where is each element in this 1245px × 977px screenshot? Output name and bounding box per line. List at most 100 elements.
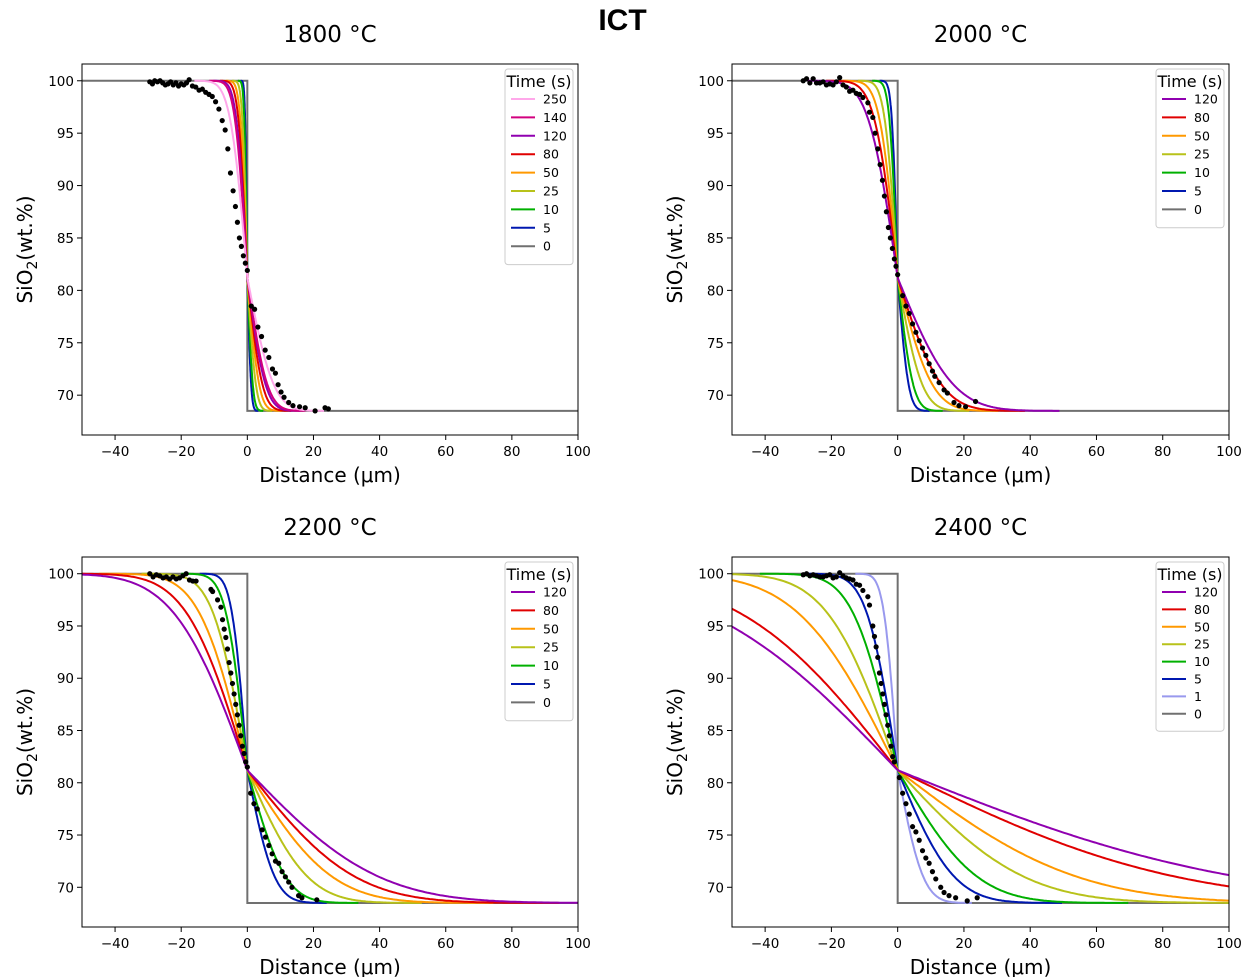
data-point [232,203,239,210]
x-tick-label: −40 [751,936,780,952]
chart-panel-4: 2400 °C−40 −20 0 20 40 60 80 100707580859095100… [663,515,1242,977]
data-point [221,626,227,632]
data-point [222,127,228,133]
data-point [244,764,250,770]
data-point [886,733,892,739]
x-tick-label: 60 [437,444,454,460]
data-point [147,571,153,577]
y-tick-label: 90 [707,671,724,687]
data-point [923,352,929,358]
y-tick-label: 80 [57,776,74,792]
legend-title: Time (s) [505,72,571,91]
y-tick-label: 80 [57,283,74,299]
data-point [282,874,288,880]
data-point [289,884,295,890]
data-point [900,790,906,796]
data-point [881,193,888,199]
legend-label: 80 [1194,110,1210,125]
x-tick-label: −20 [817,936,846,952]
series-line-0 [82,79,578,412]
data-point [956,403,962,409]
legend-label: 50 [543,621,559,636]
data-point [242,260,248,266]
legend-label: 10 [543,202,559,217]
x-tick-label: −20 [817,444,846,460]
data-point [938,884,944,890]
data-point [875,654,881,660]
data-point [903,801,909,807]
x-tick-label: 100 [1216,444,1242,460]
data-point [916,837,922,843]
x-axis-label: Distance (μm) [910,955,1052,977]
data-point [972,398,979,405]
data-point [226,659,232,666]
data-point [941,387,947,393]
panel-title: 1800 °C [283,22,376,48]
data-point [820,79,826,85]
y-tick-label: 70 [57,880,74,896]
x-tick-label: 20 [305,936,322,952]
y-tick-label: 70 [707,388,724,404]
data-point [251,801,257,807]
data-point [893,263,899,269]
data-point [258,333,265,340]
data-point [896,774,902,781]
legend-box [1155,561,1225,732]
series-line-25 [857,79,970,412]
series-line-80 [826,79,1025,412]
y-tick-label: 80 [707,776,724,792]
x-tick-label: 40 [371,444,388,460]
legend-label: 25 [1194,147,1210,162]
x-tick-label: −20 [167,936,196,952]
data-point [865,100,871,106]
data-point [238,243,244,249]
data-point [193,84,199,90]
data-point [933,876,939,882]
legend-label: 0 [543,695,551,710]
data-point [827,572,833,578]
data-point [944,390,950,396]
data-point [218,604,224,610]
data-point [887,235,893,241]
data-point [906,310,912,317]
data-point [916,338,922,344]
measured-points [800,75,979,410]
data-point [936,379,942,386]
series-line-10 [872,79,943,412]
data-point [866,109,873,115]
data-point [880,691,886,697]
legend-label: 120 [1194,585,1218,600]
legend-label: 140 [543,110,567,125]
data-point [885,722,891,728]
data-point [233,701,239,707]
legend-label: 120 [1194,92,1218,107]
x-tick-label: 0 [893,444,902,460]
y-axis-label: SiO2(wt.%) [13,688,41,796]
x-tick-label: 20 [305,444,322,460]
data-point [877,162,883,168]
legend-label: 250 [543,92,567,107]
data-point [262,347,268,353]
data-point [932,373,938,379]
data-point [236,235,242,241]
plot-frame [731,63,1230,436]
data-point [312,408,318,414]
data-point [850,577,856,583]
y-tick-label: 70 [57,388,74,404]
data-point [262,834,269,840]
data-point [913,829,919,835]
x-tick-label: 20 [955,444,972,460]
legend-label: 5 [1194,184,1202,199]
series-line-10 [237,79,264,412]
data-point [833,574,839,580]
data-point [913,329,919,335]
series-line-50 [842,79,999,412]
data-point [210,588,216,595]
x-tick-label: 100 [1216,936,1242,952]
y-axis-label: SiO2(wt.%) [663,688,691,796]
data-point [807,80,813,86]
data-point [876,670,883,676]
legend-label: 80 [543,603,559,618]
data-point [843,84,849,90]
